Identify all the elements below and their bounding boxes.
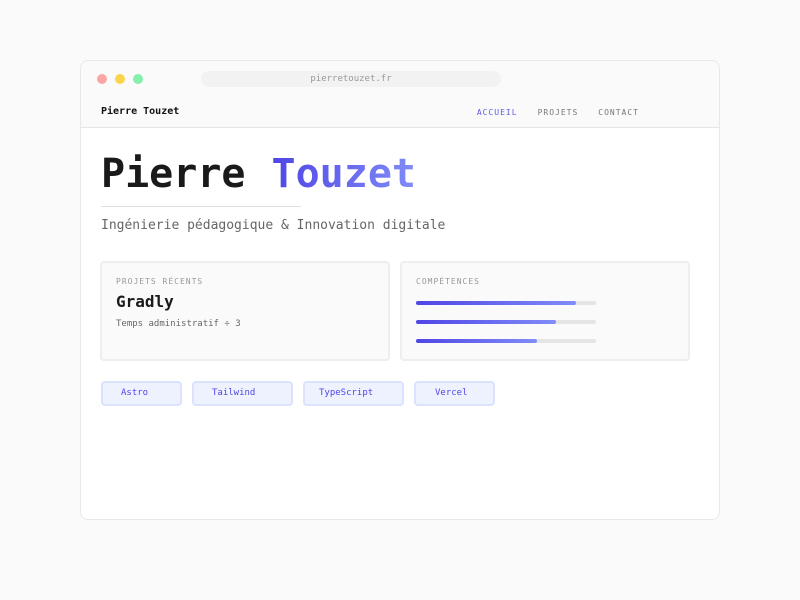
tag: Tailwind bbox=[192, 381, 293, 406]
tag: TypeScript bbox=[303, 381, 404, 406]
site-brand[interactable]: Pierre Touzet bbox=[101, 106, 180, 117]
project-title: Gradly bbox=[116, 292, 174, 311]
tag: Vercel bbox=[414, 381, 495, 406]
card-label: COMPÉTENCES bbox=[416, 277, 480, 286]
nav-projets[interactable]: PROJETS bbox=[537, 108, 579, 117]
hero-subtitle: Ingénierie pédagogique & Innovation digi… bbox=[101, 218, 446, 233]
divider bbox=[101, 206, 301, 207]
skill-bar bbox=[416, 320, 596, 324]
site-nav: Pierre Touzet ACCUEIL PROJETS CONTACT bbox=[81, 97, 719, 128]
minimize-dot[interactable] bbox=[115, 74, 125, 84]
skills-card: COMPÉTENCES bbox=[400, 261, 690, 361]
skill-bar bbox=[416, 301, 596, 305]
hero-first-name: Pierre bbox=[101, 151, 246, 197]
tech-tags: Astro Tailwind TypeScript Vercel bbox=[101, 381, 495, 406]
nav-contact[interactable]: CONTACT bbox=[598, 108, 639, 117]
skill-fill bbox=[416, 339, 537, 343]
maximize-dot[interactable] bbox=[133, 74, 143, 84]
project-desc: Temps administratif ÷ 3 bbox=[116, 319, 241, 329]
address-bar[interactable]: pierretouzet.fr bbox=[201, 71, 501, 87]
hero-last-name: Touzet bbox=[271, 151, 417, 197]
skill-bar bbox=[416, 339, 596, 343]
browser-chrome: pierretouzet.fr bbox=[81, 61, 719, 97]
nav-accueil[interactable]: ACCUEIL bbox=[476, 108, 518, 117]
browser-window: pierretouzet.fr Pierre Touzet ACCUEIL PR… bbox=[80, 60, 720, 520]
close-dot[interactable] bbox=[97, 74, 107, 84]
skill-fill bbox=[416, 320, 557, 324]
tag: Astro bbox=[101, 381, 182, 406]
projects-card[interactable]: PROJETS RÉCENTS Gradly Temps administrat… bbox=[100, 261, 390, 361]
hero-title: Pierre Touzet bbox=[101, 151, 416, 197]
card-label: PROJETS RÉCENTS bbox=[116, 277, 204, 286]
skill-fill bbox=[416, 301, 577, 305]
